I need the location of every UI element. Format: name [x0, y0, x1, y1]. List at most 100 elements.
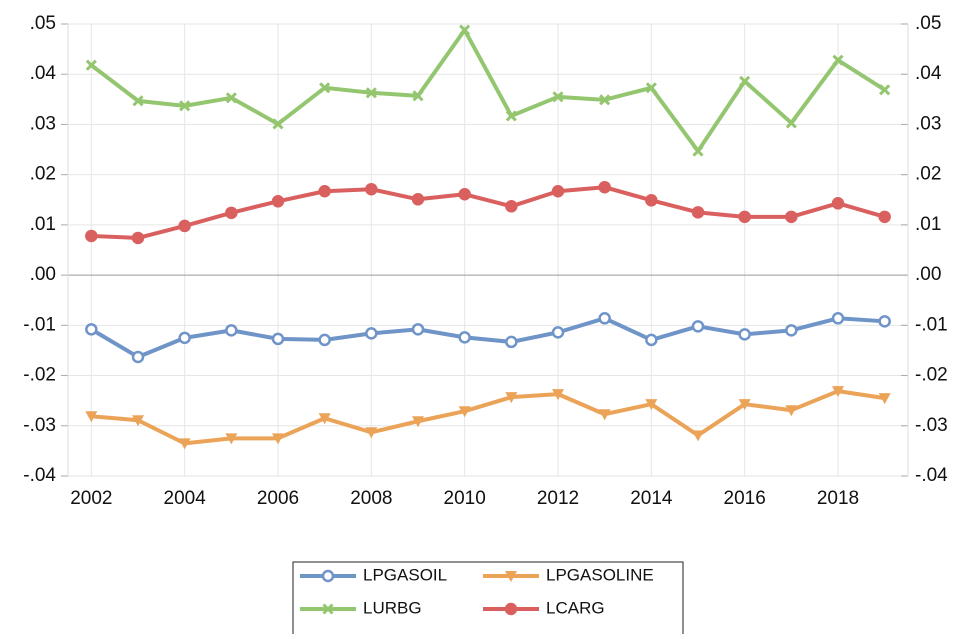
data-point [85, 229, 98, 243]
data-point [738, 399, 751, 411]
data-point [458, 406, 471, 418]
y2-tick-label: .05 [915, 13, 941, 34]
data-point [272, 433, 284, 445]
legend-label: LCARG [546, 598, 605, 617]
data-point [411, 193, 425, 206]
x-tick-label: 2016 [724, 488, 766, 509]
data-point [692, 145, 704, 157]
data-point [598, 180, 611, 194]
data-point [131, 231, 145, 245]
y2-tick-label: .02 [915, 164, 941, 185]
data-point [412, 416, 424, 428]
data-point [458, 331, 471, 344]
y2-tick-label: .04 [915, 63, 942, 84]
data-point [271, 195, 285, 208]
data-point [178, 438, 191, 450]
data-point [85, 59, 97, 71]
data-point [505, 335, 518, 349]
legend-marker [504, 602, 518, 616]
data-point [831, 197, 845, 210]
data-point [225, 324, 238, 337]
y2-tick-label: -.01 [915, 314, 948, 335]
x-tick-label: 2002 [70, 488, 112, 509]
data-point [365, 87, 377, 99]
data-point [831, 312, 845, 325]
y2-tick-label: -.04 [915, 465, 948, 486]
data-point [411, 323, 425, 336]
data-point [738, 210, 751, 224]
data-point [832, 54, 844, 66]
data-point [225, 433, 238, 445]
y-tick-label: .00 [30, 264, 56, 285]
y-tick-label: -.03 [23, 415, 56, 436]
data-point [645, 333, 658, 347]
data-point [551, 184, 565, 198]
x-tick-label: 2006 [257, 488, 299, 509]
data-point [691, 320, 705, 333]
legend-label: LURBG [363, 598, 422, 617]
y-tick-label: -.01 [23, 314, 56, 335]
data-point [598, 312, 611, 325]
data-point [738, 328, 751, 341]
series-line [91, 389, 885, 446]
series-line [91, 185, 886, 240]
data-point [505, 110, 517, 122]
data-point [319, 82, 331, 94]
y-tick-label: .04 [30, 63, 57, 84]
legend-label: LPGASOLINE [546, 565, 654, 584]
data-point [879, 84, 891, 96]
data-point [178, 219, 191, 233]
data-point [645, 194, 658, 207]
data-point [692, 430, 704, 442]
y2-tick-label: .01 [915, 214, 941, 235]
data-point [365, 427, 378, 439]
legend-label: LPGASOIL [363, 565, 447, 584]
legend-marker [505, 571, 517, 582]
data-point [785, 117, 797, 129]
data-point [785, 210, 798, 224]
data-point [599, 94, 611, 106]
data-point [459, 24, 471, 36]
y2-tick-label: -.03 [915, 415, 948, 436]
data-point [365, 327, 378, 340]
data-point [645, 399, 658, 411]
data-point [691, 206, 705, 219]
data-point [878, 393, 891, 405]
data-point [131, 350, 145, 364]
legend-marker [322, 603, 334, 615]
data-point [739, 75, 751, 87]
data-point [179, 100, 191, 112]
data-point [318, 333, 331, 347]
data-point [225, 92, 237, 104]
x-tick-label: 2008 [350, 488, 392, 509]
data-point [645, 82, 657, 94]
y-tick-label: .05 [30, 13, 56, 34]
data-point [785, 405, 798, 417]
y-tick-label: .02 [30, 164, 56, 185]
data-point [458, 188, 471, 201]
series-line [90, 316, 885, 359]
y-tick-label: -.02 [23, 365, 56, 386]
data-point [178, 331, 191, 345]
data-point [551, 326, 565, 339]
data-point [878, 210, 891, 224]
data-point [785, 324, 798, 337]
x-tick-label: 2014 [630, 488, 673, 509]
y-tick-label: .01 [30, 214, 56, 235]
y-tick-label: .03 [30, 113, 56, 134]
data-point [132, 95, 144, 107]
data-point [85, 323, 98, 336]
data-point [318, 184, 331, 198]
data-point [552, 91, 564, 103]
legend-marker [321, 569, 335, 583]
x-tick-label: 2018 [817, 488, 859, 509]
data-point [412, 90, 424, 102]
y2-tick-label: -.02 [915, 365, 948, 386]
x-tick-label: 2010 [444, 488, 486, 509]
x-tick-label: 2004 [164, 488, 207, 509]
data-point [505, 200, 518, 213]
data-point [225, 206, 238, 220]
data-point [552, 389, 564, 401]
